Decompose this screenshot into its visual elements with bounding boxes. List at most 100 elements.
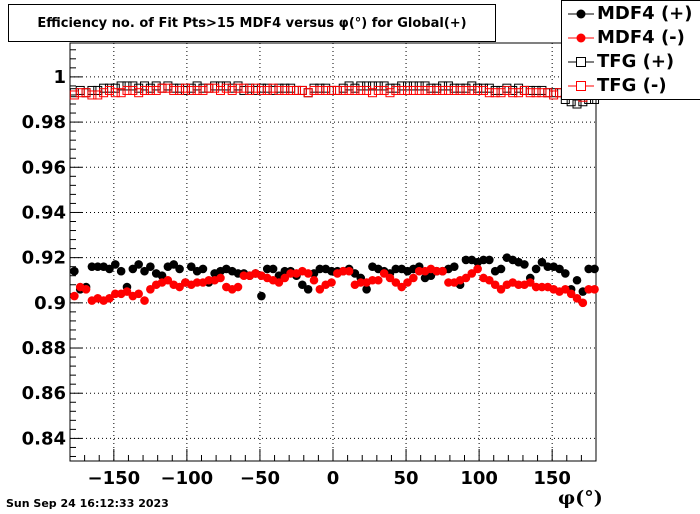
data-point — [531, 85, 541, 95]
data-point — [478, 83, 488, 93]
data-point — [385, 83, 395, 93]
data-point — [356, 81, 366, 91]
data-point — [531, 264, 541, 274]
data-point — [93, 85, 103, 95]
data-point — [81, 284, 91, 294]
data-point — [443, 81, 453, 91]
data-point — [169, 260, 179, 269]
data-point — [110, 260, 120, 269]
series-mdf4 — [70, 264, 599, 308]
data-point — [490, 85, 500, 95]
y-tick-label: 1 — [53, 67, 66, 88]
data-point — [391, 85, 401, 95]
data-point — [508, 88, 518, 98]
data-point — [315, 83, 325, 93]
data-point — [163, 83, 173, 93]
legend: MDF4 (+) MDF4 (-) TFG (+) TFG (-) — [561, 0, 700, 100]
data-point — [473, 85, 483, 95]
data-point — [484, 88, 494, 98]
data-point — [449, 85, 459, 95]
data-point — [157, 271, 167, 281]
data-point — [122, 81, 132, 91]
axis-layer: −150 −100 −50 0 50 100 150 0.84 0.86 0.88 0.9 0.92 0… — [22, 42, 597, 489]
data-point — [525, 85, 535, 95]
data-point — [239, 83, 249, 93]
data-point — [502, 85, 512, 95]
data-point — [256, 85, 266, 95]
data-point — [362, 81, 372, 91]
data-point — [420, 85, 430, 95]
data-point — [590, 284, 599, 294]
data-point — [186, 262, 196, 271]
data-point — [502, 83, 512, 93]
x-axis-label: φ(°) — [558, 487, 603, 509]
data-point — [467, 269, 477, 278]
data-point — [75, 85, 85, 95]
data-point — [321, 85, 331, 95]
data-point — [484, 83, 494, 93]
data-point — [204, 83, 214, 93]
data-point — [192, 85, 202, 95]
data-point — [157, 83, 167, 93]
data-point — [110, 88, 120, 98]
data-point — [321, 83, 331, 93]
plot-frame — [69, 42, 597, 462]
data-point — [379, 269, 389, 278]
data-point — [315, 85, 325, 95]
data-point — [525, 278, 535, 287]
data-point — [134, 260, 143, 269]
data-point — [291, 85, 301, 95]
data-point — [420, 81, 430, 91]
data-point — [490, 88, 500, 98]
legend-label-mdf4-minus: MDF4 (-) — [597, 27, 685, 48]
data-point — [297, 85, 307, 95]
data-point — [227, 85, 237, 95]
data-point — [391, 83, 401, 93]
data-point — [496, 85, 506, 95]
data-point — [332, 85, 342, 95]
data-point — [221, 83, 231, 93]
y-tick-label: 0.86 — [22, 383, 66, 404]
data-point — [128, 81, 138, 91]
data-point — [70, 291, 79, 301]
legend-item-tfg-minus: TFG (-) — [562, 74, 700, 99]
data-point — [344, 85, 354, 95]
data-point — [128, 264, 138, 274]
data-point — [280, 83, 290, 93]
x-tick-label: 100 — [460, 468, 498, 489]
data-point — [175, 83, 185, 93]
data-point — [461, 273, 471, 283]
data-point — [286, 85, 296, 95]
data-point — [543, 88, 553, 98]
data-point — [192, 81, 202, 91]
data-point — [262, 83, 272, 93]
x-axis-label-unit: (°) — [575, 487, 603, 509]
data-point — [549, 90, 559, 100]
data-point — [496, 264, 506, 274]
data-point — [519, 85, 529, 95]
data-point — [233, 81, 243, 91]
legend-item-tfg-plus: TFG (+) — [562, 50, 700, 75]
data-point — [514, 83, 524, 93]
data-point — [485, 275, 494, 285]
data-point — [245, 83, 255, 93]
data-point — [414, 85, 424, 95]
data-point — [537, 257, 547, 267]
data-point — [543, 88, 553, 98]
data-point — [122, 287, 132, 296]
data-point — [379, 81, 389, 91]
x-tick-label: −150 — [88, 468, 141, 489]
data-point — [344, 81, 354, 91]
data-point — [93, 90, 103, 100]
data-point — [455, 85, 465, 95]
data-point — [578, 298, 588, 308]
y-tick-label: 0.98 — [22, 112, 66, 133]
x-tick-label: 50 — [394, 468, 419, 489]
data-point — [461, 83, 471, 93]
data-point — [473, 83, 483, 93]
data-point — [274, 278, 284, 287]
data-point — [409, 273, 418, 283]
data-point — [175, 264, 184, 274]
data-point — [151, 85, 161, 95]
data-point — [566, 289, 576, 299]
